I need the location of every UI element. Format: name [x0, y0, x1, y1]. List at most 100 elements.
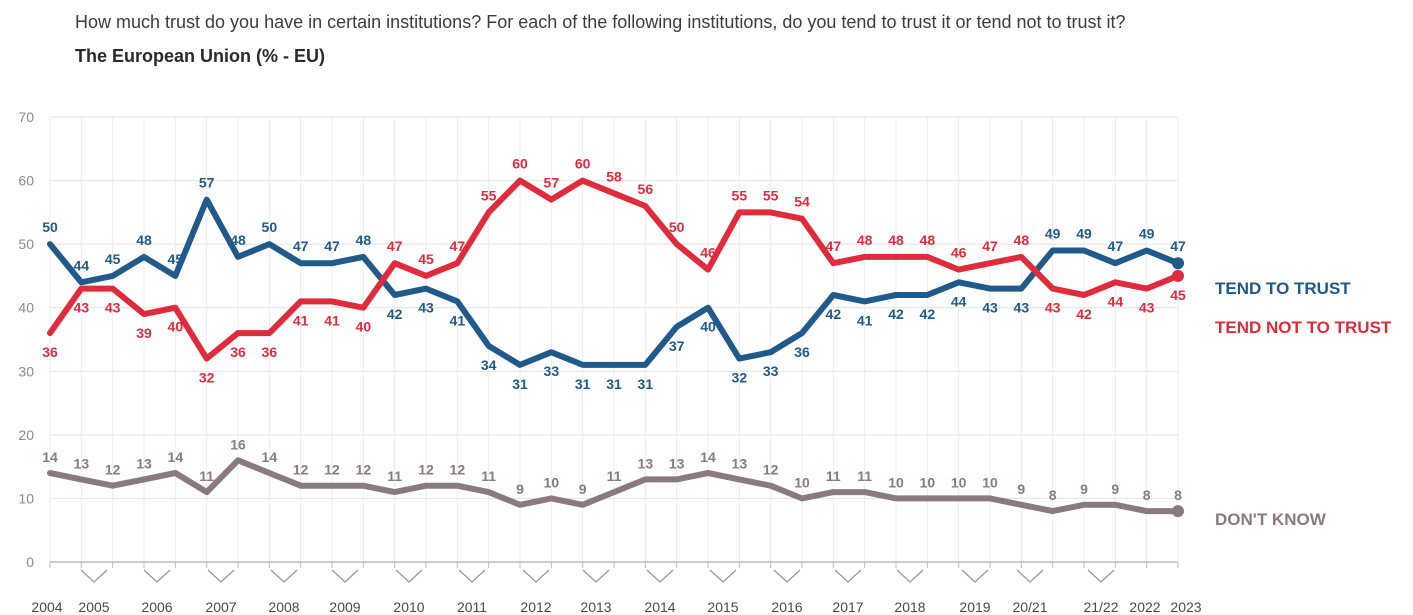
data-label: 31	[638, 376, 654, 392]
x-axis-chevron	[458, 569, 486, 583]
data-label: 44	[951, 293, 967, 309]
x-tick-label: 2019	[959, 599, 990, 615]
data-label: 57	[199, 175, 215, 191]
x-axis-chevron	[896, 569, 924, 583]
data-label: 47	[826, 238, 842, 254]
data-label: 12	[293, 462, 309, 478]
data-label: 43	[74, 300, 90, 316]
data-label: 9	[579, 481, 587, 497]
data-label: 43	[105, 300, 121, 316]
data-label: 39	[136, 325, 152, 341]
x-axis-chevron	[773, 569, 801, 583]
x-tick-label: 2012	[520, 599, 551, 615]
data-label: 45	[418, 251, 434, 267]
x-tick-label: 2023	[1170, 599, 1201, 615]
data-label: 14	[42, 449, 58, 465]
data-label: 13	[669, 455, 685, 471]
data-label: 11	[481, 468, 496, 484]
x-axis-chevron	[834, 569, 862, 583]
data-label: 8	[1049, 487, 1057, 503]
x-tick-label: 2017	[832, 599, 863, 615]
data-label: 48	[356, 232, 372, 248]
data-label: 12	[450, 462, 466, 478]
x-tick-label: 2007	[205, 599, 236, 615]
data-label: 10	[794, 474, 810, 490]
data-label: 55	[763, 187, 779, 203]
data-label: 10	[951, 474, 967, 490]
data-label: 42	[888, 306, 904, 322]
data-label: 32	[199, 370, 215, 386]
y-axis: 0 10 20 30 40 50 60 70	[18, 109, 34, 570]
series-lines	[47, 177, 1184, 518]
x-axis-chevron	[207, 569, 235, 583]
data-label: 46	[951, 245, 967, 261]
data-label: 42	[387, 306, 403, 322]
data-label: 10	[920, 474, 936, 490]
data-label: 9	[1111, 481, 1119, 497]
data-label: 47	[982, 238, 998, 254]
data-label: 49	[1139, 226, 1155, 242]
data-label: 44	[74, 257, 90, 273]
data-label: 11	[826, 468, 841, 484]
x-axis-chevron	[395, 569, 423, 583]
data-label: 55	[732, 187, 748, 203]
x-axis-chevron	[143, 569, 171, 583]
data-label: 8	[1143, 487, 1151, 503]
data-label: 14	[168, 449, 184, 465]
data-label: 50	[262, 219, 278, 235]
x-axis: 2004 2005 2006 2007 2008 2009 2010 2011 2012 2013…	[31, 561, 1202, 615]
legend-dont-know: DON'T KNOW	[1215, 510, 1326, 529]
x-axis-chevron	[522, 569, 550, 583]
data-label: 13	[732, 455, 748, 471]
data-label: 50	[42, 219, 58, 235]
data-label: 40	[356, 319, 372, 335]
x-tick-label: 2006	[141, 599, 172, 615]
data-label: 10	[888, 474, 904, 490]
data-label: 12	[105, 462, 121, 478]
x-axis-chevron	[331, 569, 359, 583]
data-label: 47	[1108, 238, 1124, 254]
x-axis-chevron	[582, 569, 610, 583]
data-label: 55	[481, 187, 497, 203]
y-tick-label: 30	[18, 363, 34, 379]
x-tick-label: 2010	[393, 599, 424, 615]
x-axis-chevron	[961, 569, 989, 583]
x-axis-chevron	[270, 569, 298, 583]
data-label: 41	[450, 312, 466, 328]
data-label: 11	[857, 468, 872, 484]
x-tick-label: 2013	[580, 599, 611, 615]
data-label: 11	[607, 468, 622, 484]
legend-tend-not-to-trust: TEND NOT TO TRUST	[1215, 318, 1392, 337]
data-label: 33	[544, 363, 560, 379]
data-label: 45	[105, 251, 121, 267]
data-label: 47	[1170, 238, 1186, 254]
x-tick-label: 2005	[78, 599, 109, 615]
series-end-marker-1	[1172, 269, 1184, 282]
data-label: 41	[857, 312, 873, 328]
data-label: 48	[1014, 232, 1030, 248]
data-label: 9	[1017, 481, 1025, 497]
data-label: 43	[982, 300, 998, 316]
data-label: 12	[324, 462, 340, 478]
series-line-1	[47, 177, 1181, 362]
series-line-0	[47, 196, 1181, 368]
data-label: 40	[700, 319, 716, 335]
x-tick-label: 2016	[771, 599, 802, 615]
data-label: 46	[700, 245, 716, 261]
data-label: 48	[230, 232, 246, 248]
data-label: 40	[168, 319, 184, 335]
data-label: 16	[230, 436, 246, 452]
x-tick-label: 20/21	[1012, 599, 1047, 615]
x-tick-label: 2008	[268, 599, 299, 615]
x-tick-label: 2015	[707, 599, 738, 615]
x-axis-chevron	[80, 569, 108, 583]
data-label: 42	[920, 306, 936, 322]
y-tick-label: 0	[26, 554, 34, 570]
data-label: 12	[418, 462, 434, 478]
series-end-marker-0	[1172, 257, 1184, 270]
y-tick-label: 20	[18, 427, 34, 443]
data-label: 13	[136, 455, 152, 471]
data-label: 49	[1045, 226, 1061, 242]
data-label: 12	[356, 462, 372, 478]
data-label: 48	[920, 232, 936, 248]
